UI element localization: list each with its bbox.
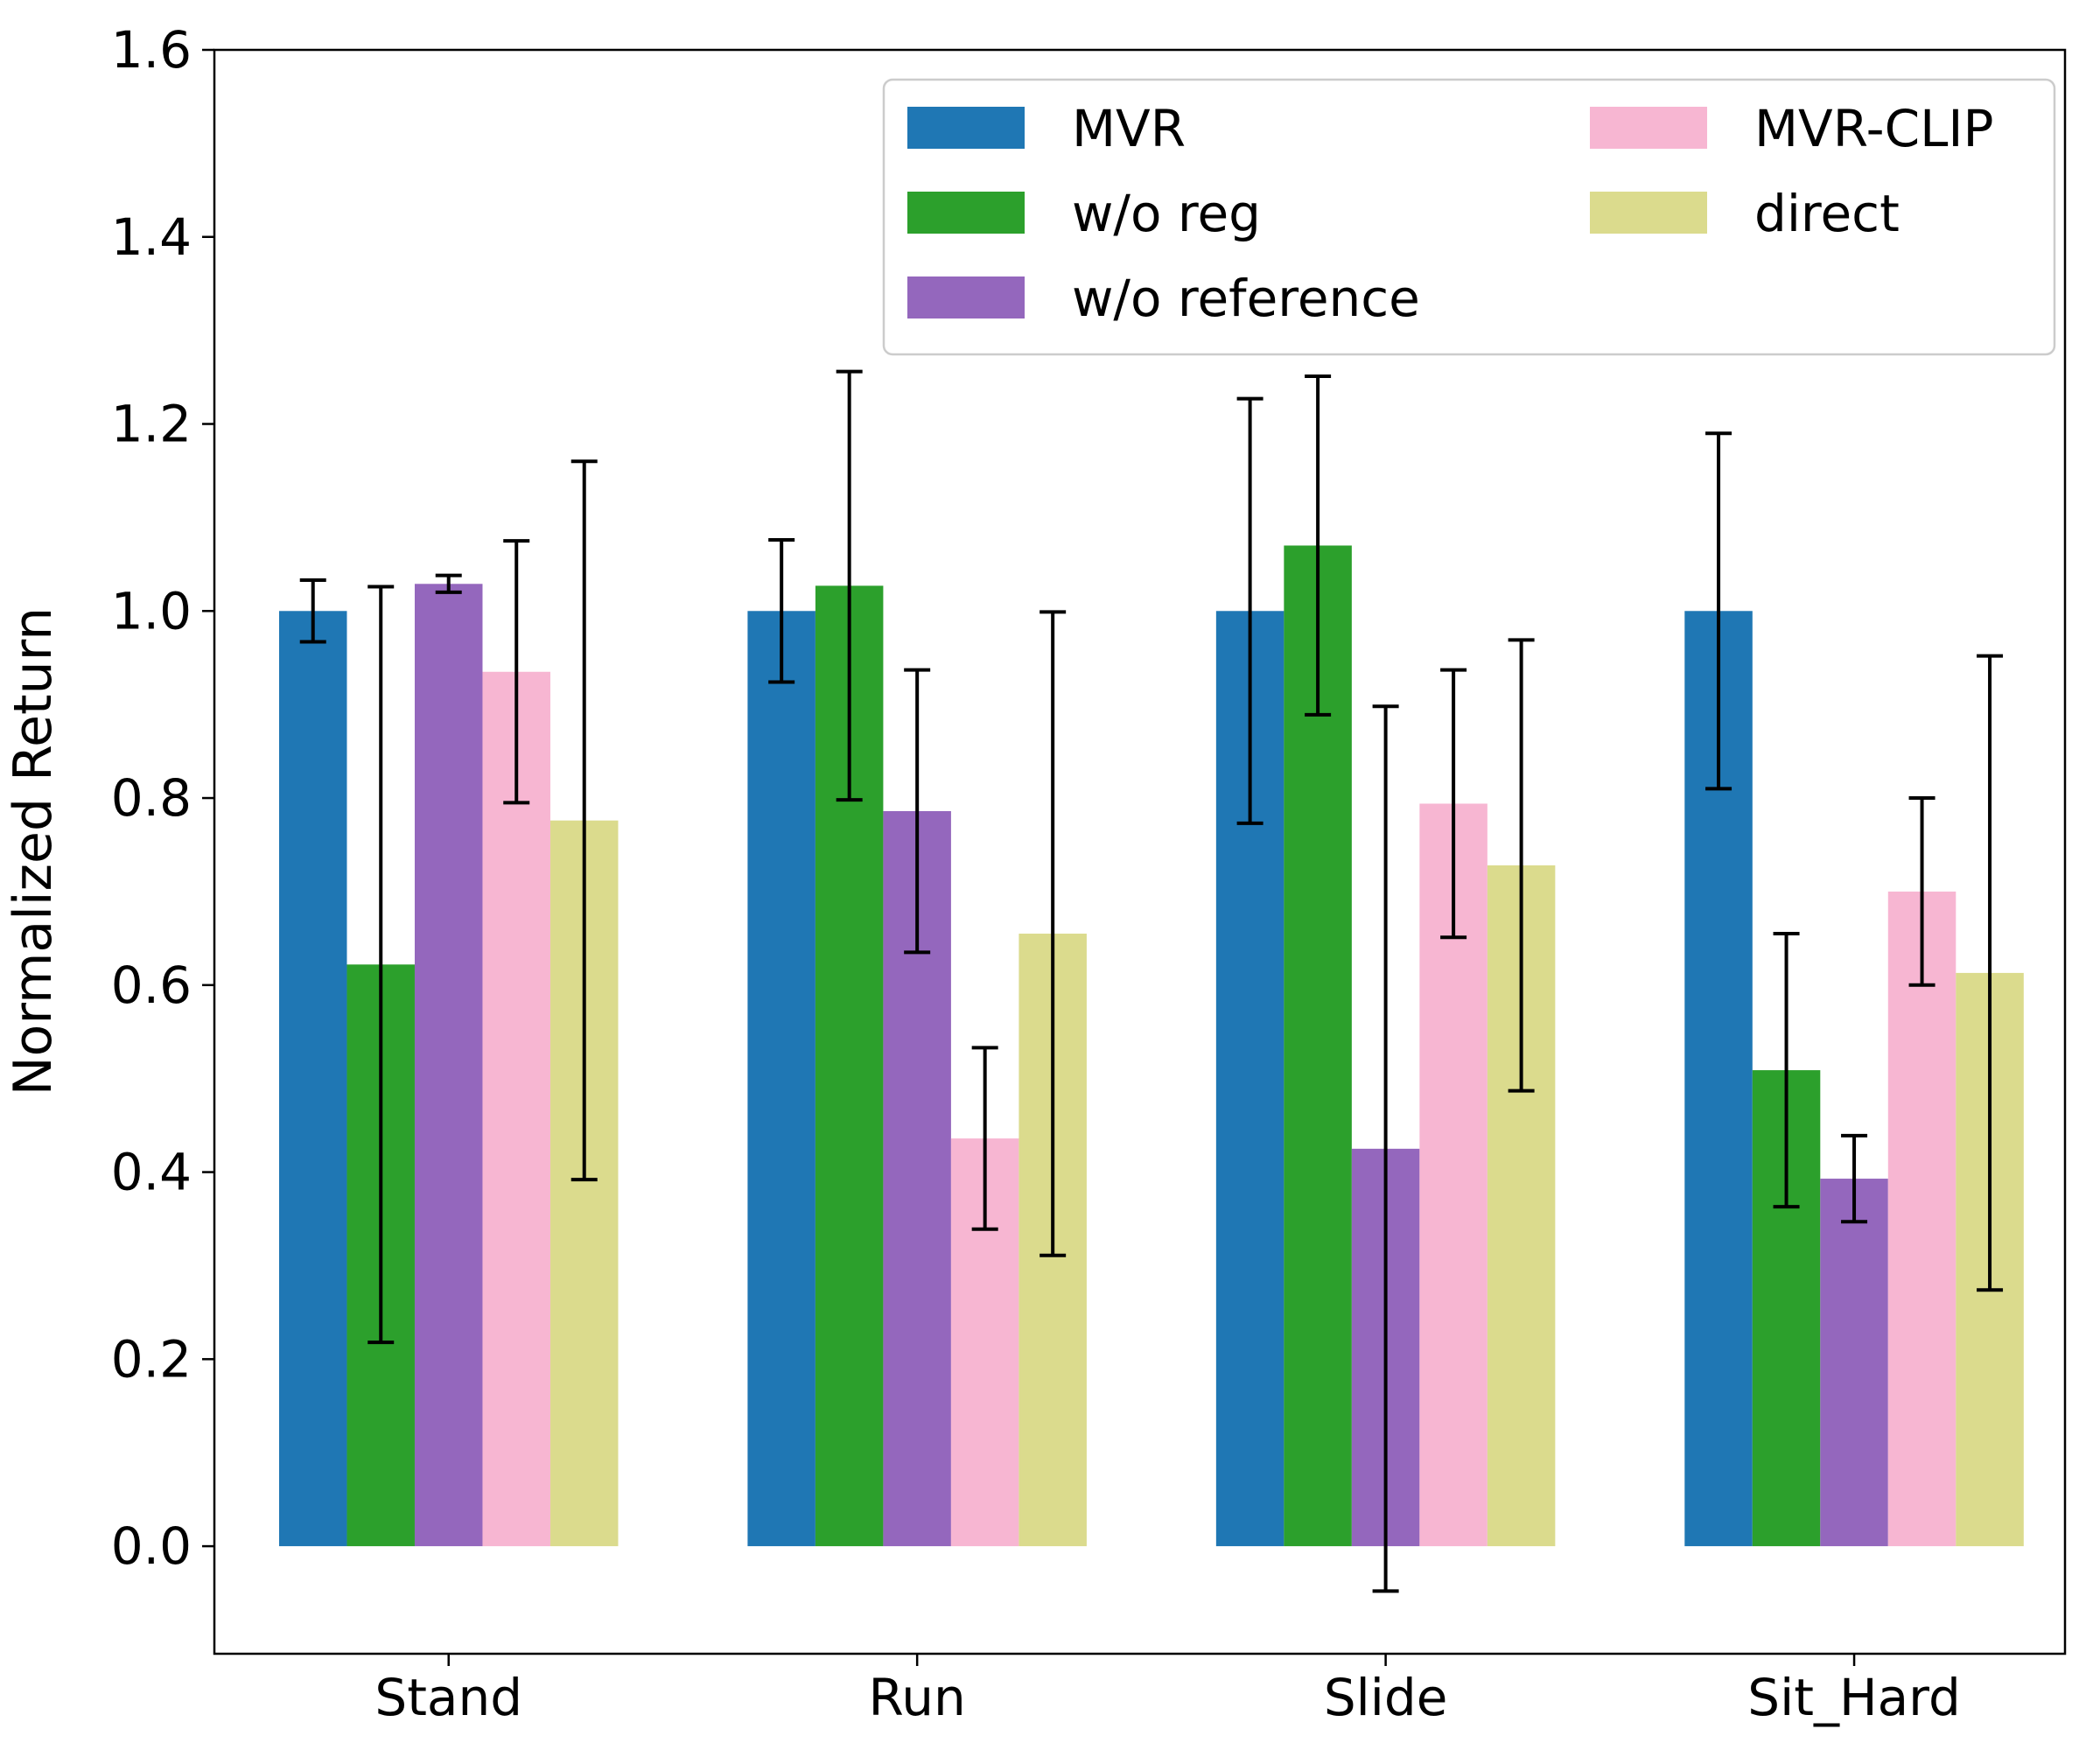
- error-bar-mvr-stand: [299, 578, 326, 644]
- y-tick-label: 0.4: [111, 1143, 192, 1202]
- x-axis: Stand Run Slide Sit_Hard: [374, 1654, 1961, 1727]
- bar-w-o-reference-sit-hard: [1820, 1179, 1888, 1547]
- bar-mvr-clip-sit-hard: [1887, 891, 1956, 1547]
- y-tick-label: 1.0: [111, 581, 192, 640]
- legend-swatch: [1590, 192, 1707, 234]
- bar-mvr-stand: [278, 611, 347, 1547]
- x-tick-label-stand: Stand: [374, 1668, 522, 1727]
- legend: MVR w/o reg w/o reference MVR-CLIP direct: [882, 78, 2056, 356]
- bars-layer: [278, 545, 2024, 1547]
- error-bar-w-o-reference-run: [904, 668, 931, 955]
- y-tick-label: 1.4: [111, 207, 192, 267]
- error-bar-w-o-reference-stand: [435, 573, 462, 594]
- error-bar-w-o-reference-sit-hard: [1841, 1133, 1868, 1224]
- bar-mvr-clip-stand: [482, 671, 550, 1547]
- legend-entry-w-o-reference: w/o reference: [907, 269, 1420, 328]
- legend-entry-direct: direct: [1590, 184, 1900, 243]
- x-tick-label-run: Run: [869, 1668, 966, 1727]
- legend-entry-w-o-reg: w/o reg: [907, 184, 1261, 243]
- y-tick-label: 0.2: [111, 1329, 192, 1389]
- error-bar-w-o-reg-run: [836, 369, 863, 802]
- plot-frame: [213, 48, 2067, 1656]
- x-tick-label-slide: Slide: [1324, 1668, 1448, 1727]
- y-axis-label: Normalized Return: [3, 607, 64, 1096]
- legend-swatch: [907, 192, 1025, 234]
- y-tick-label: 1.2: [111, 395, 192, 454]
- error-bar-direct-run: [1040, 610, 1067, 1257]
- legend-swatch: [1590, 107, 1707, 149]
- y-tick-label: 0.6: [111, 956, 192, 1015]
- legend-entry-mvr-clip: MVR-CLIP: [1590, 99, 1994, 158]
- error-bar-direct-sit-hard: [1977, 654, 2004, 1292]
- y-axis: 0.0 0.2 0.4 0.6 0.8 1.0 1.2 1.4 1.6: [111, 20, 214, 1576]
- legend-label: direct: [1754, 184, 1900, 243]
- legend-entry-mvr: MVR: [907, 99, 1186, 158]
- y-tick-label: 0.8: [111, 768, 192, 828]
- legend-swatch: [907, 276, 1025, 318]
- bar-w-o-reference-stand: [414, 584, 483, 1547]
- error-bar-direct-stand: [570, 459, 598, 1182]
- error-bar-mvr-clip-slide: [1440, 668, 1467, 940]
- error-bar-w-o-reg-slide: [1305, 374, 1332, 717]
- y-tick-label: 0.0: [111, 1516, 192, 1576]
- error-bar-w-o-reference-slide: [1372, 704, 1399, 1593]
- error-bar-mvr-clip-run: [971, 1046, 998, 1231]
- legend-label: w/o reg: [1072, 184, 1261, 243]
- legend-frame: [882, 78, 2056, 356]
- error-bar-mvr-clip-sit-hard: [1908, 796, 1936, 987]
- error-bar-w-o-reg-sit-hard: [1773, 932, 1800, 1209]
- error-bars-layer: [299, 369, 2004, 1593]
- bar-mvr-run: [747, 611, 816, 1547]
- legend-swatch: [907, 107, 1025, 149]
- error-bar-mvr-slide: [1236, 396, 1264, 825]
- error-bar-mvr-run: [768, 538, 795, 684]
- error-bar-direct-slide: [1508, 638, 1535, 1093]
- legend-label: MVR: [1072, 99, 1186, 158]
- x-tick-label-sit-hard: Sit_Hard: [1747, 1668, 1960, 1727]
- legend-label: w/o reference: [1072, 269, 1420, 328]
- error-bar-w-o-reg-stand: [368, 584, 395, 1345]
- y-tick-label: 1.6: [111, 20, 192, 80]
- error-bar-mvr-sit-hard: [1705, 431, 1732, 791]
- legend-label: MVR-CLIP: [1754, 99, 1994, 158]
- error-bar-mvr-clip-stand: [503, 539, 530, 805]
